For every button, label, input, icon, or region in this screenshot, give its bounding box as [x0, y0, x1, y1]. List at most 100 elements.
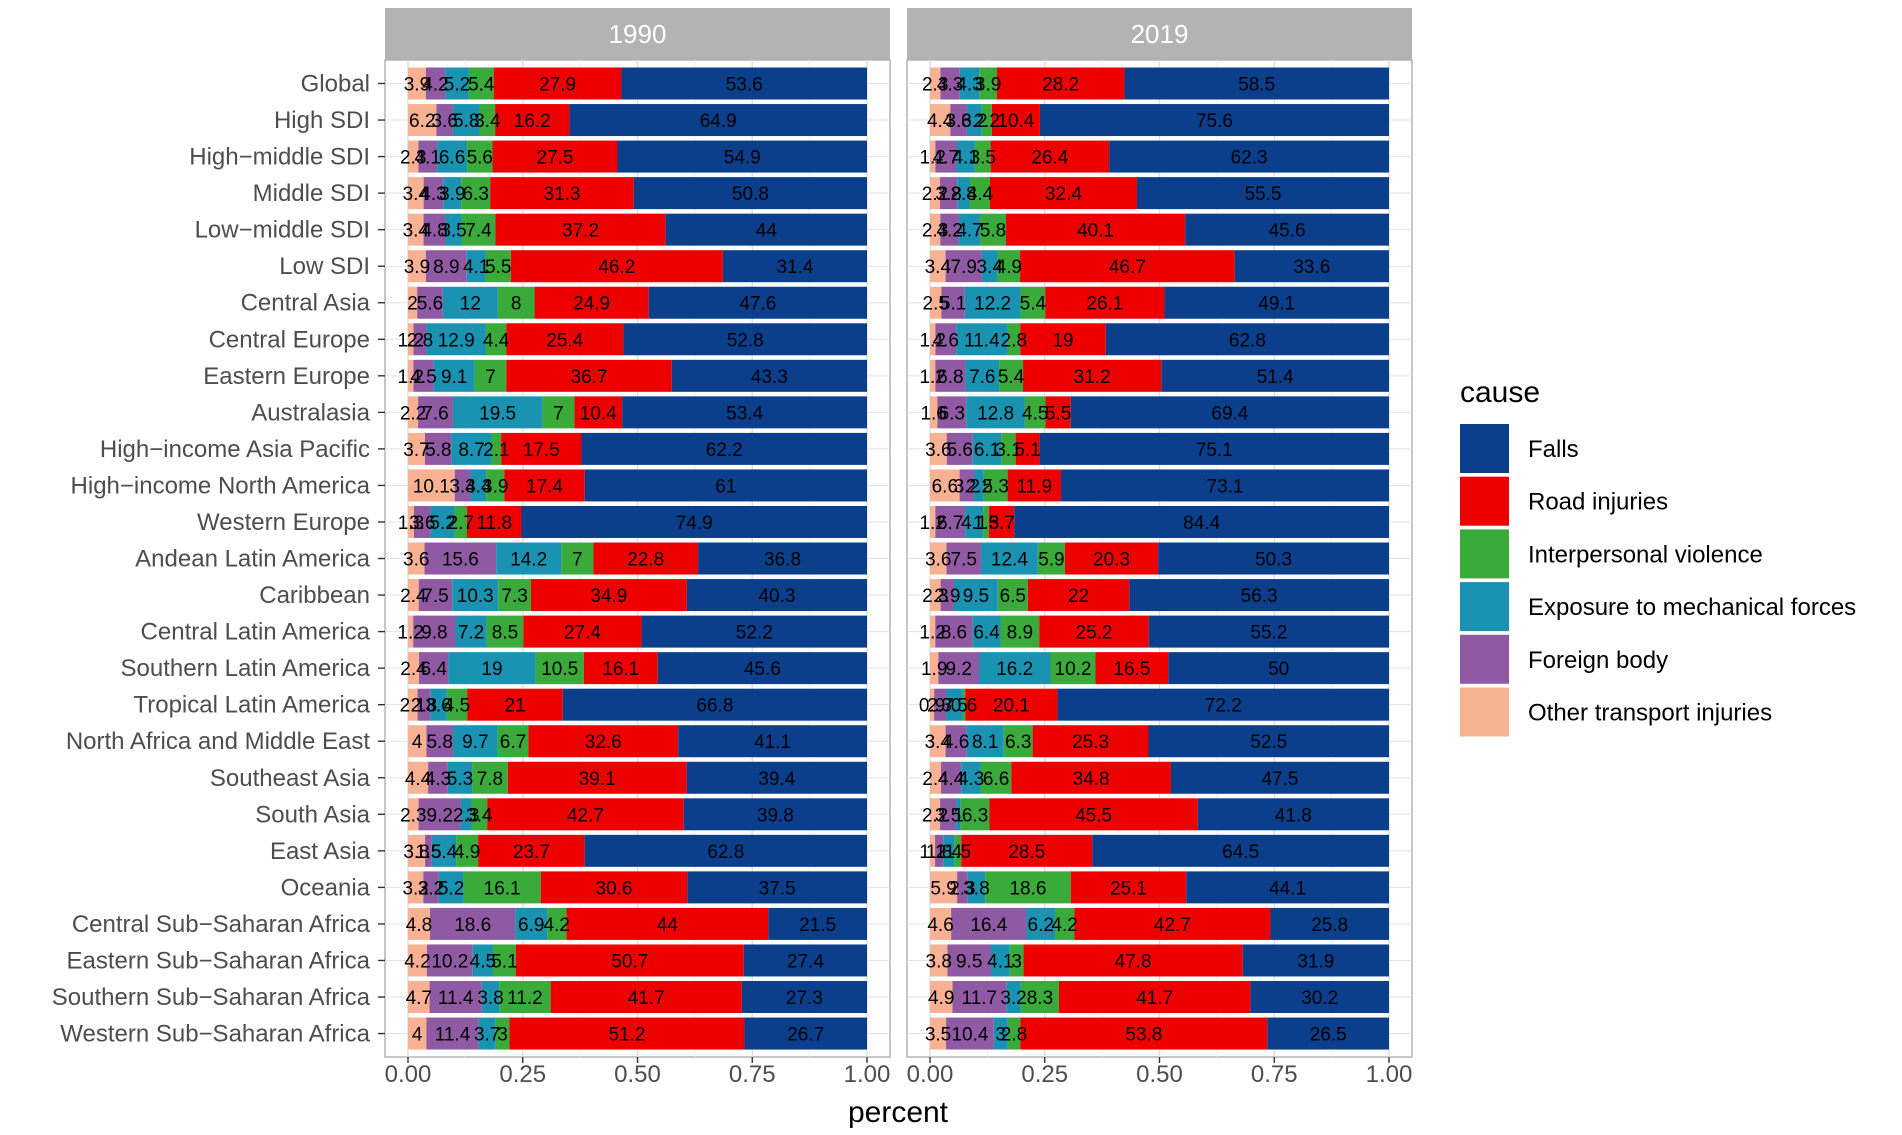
x-tick-label: 0.00	[385, 1061, 432, 1088]
data-label: 22	[1068, 586, 1089, 607]
bar-segment	[930, 652, 939, 685]
bar-segment	[468, 67, 494, 100]
bar-segment	[1058, 981, 1251, 1013]
panel-strip-label: 1990	[609, 19, 667, 49]
bar-row: 1.22.8 12.9 4.4 25.4 52.8	[398, 323, 867, 356]
data-label: 2.2	[922, 184, 948, 205]
bar-segment	[935, 505, 966, 538]
data-label: 62.2	[706, 440, 743, 461]
bar-segment	[423, 871, 439, 904]
data-label: 47.8	[1115, 951, 1152, 972]
data-label: 6.4	[973, 623, 1000, 644]
data-label: 3	[497, 1025, 508, 1046]
bar-segment	[930, 688, 935, 721]
legend-swatch	[1460, 529, 1509, 579]
bar-row: 0.92.73.50.6 20.1 72.2	[919, 688, 1389, 721]
data-label: 3.6	[925, 550, 951, 571]
data-label: 3.2	[1000, 988, 1026, 1009]
bar-segment	[945, 250, 982, 283]
bar-segment	[445, 213, 462, 246]
bar-segment	[935, 323, 957, 356]
bar-segment	[408, 871, 424, 904]
data-label: 7.5	[422, 586, 448, 607]
data-label: 7.5	[951, 550, 977, 571]
bar-segment	[686, 761, 867, 794]
panel-strip-label: 2019	[1131, 19, 1189, 49]
data-label: 37.5	[759, 878, 796, 899]
legend: cause Falls Road injuries Interpersonal vio…	[1460, 376, 1856, 737]
data-label: 16.1	[602, 659, 639, 680]
bar-segment	[1009, 944, 1024, 977]
bar-segment	[962, 688, 966, 721]
bar-row: 2.3 9.2 2.33.4 42.7 39.8	[400, 798, 867, 831]
bar-segment	[930, 359, 936, 392]
bar-row: 3.75.8 8.72.1 17.5 62.2	[403, 432, 867, 465]
data-label: 3.1	[995, 440, 1021, 461]
bar-segment	[515, 907, 548, 940]
data-label: 1.2	[919, 330, 945, 351]
bar-row: 2.55.1 12.2 5.4 26.1 49.1	[923, 286, 1389, 319]
data-label: 3.4	[449, 476, 476, 497]
bar-segment	[408, 432, 425, 465]
bar-row: 3.44.83.57.4 37.2 44	[403, 213, 867, 246]
bar-row: 3.94.25.25.4 27.9 53.6	[404, 67, 867, 100]
bar-segment	[485, 250, 511, 283]
data-label: 30.2	[1301, 988, 1338, 1009]
bar-segment	[540, 871, 688, 904]
bar-segment	[501, 432, 582, 465]
data-label: 8.5	[492, 623, 518, 644]
data-label: 1.2	[919, 513, 945, 534]
bar-segment	[957, 177, 970, 210]
bar-segment	[426, 944, 473, 977]
data-label: 46.7	[1109, 257, 1146, 278]
data-label: 2.1	[400, 696, 426, 717]
bar-segment	[967, 871, 986, 904]
data-label: 27.5	[537, 148, 574, 169]
bar-segment	[946, 1017, 994, 1050]
data-label: 47.5	[1261, 769, 1298, 790]
bar-segment	[535, 652, 584, 685]
data-label: 32.6	[585, 732, 622, 753]
data-label: 1.3	[973, 513, 999, 534]
data-label: 56.3	[1241, 586, 1278, 607]
data-label: 6.7	[500, 732, 526, 753]
data-label: 42.7	[1154, 915, 1191, 936]
bar-segment	[413, 323, 427, 356]
bar-segment	[1109, 140, 1389, 173]
data-label: 7.4	[465, 221, 492, 242]
bar-segment	[456, 834, 479, 867]
bar-segment	[486, 469, 505, 502]
data-label: 2.3	[922, 221, 948, 242]
bar-segment	[506, 359, 672, 392]
bar-row: 4 11.4 3.73 51.2 26.7	[408, 1017, 867, 1050]
bar-segment	[990, 140, 1110, 173]
bar-segment	[417, 286, 443, 319]
bar-segment	[1105, 323, 1389, 356]
bar-row: 3.81.55.44.9 23.7 62.8	[403, 834, 867, 867]
data-label: 3.9	[404, 257, 430, 278]
data-label: 16.2	[514, 111, 551, 132]
data-label: 2.4	[400, 659, 427, 680]
data-label: 5.2	[429, 513, 455, 534]
bar-row: 4.9 11.7 3.2 8.3 41.7 30.2	[928, 981, 1389, 1013]
bar-segment	[408, 761, 429, 794]
bar-segment	[1007, 1017, 1021, 1050]
data-label: 3.8	[403, 842, 429, 863]
data-label: 10.2	[431, 951, 468, 972]
bar-segment	[481, 981, 500, 1013]
data-label: 4	[412, 732, 423, 753]
bar-segment	[930, 834, 936, 867]
bar-segment	[741, 981, 867, 1013]
bar-segment	[470, 469, 487, 502]
data-label: 3.6	[431, 111, 457, 132]
category-label: Central Europe	[209, 326, 370, 353]
category-label: Caribbean	[259, 582, 370, 609]
data-label: 36.8	[764, 550, 801, 571]
data-label: 11.4	[435, 1025, 471, 1046]
bar-segment	[930, 944, 948, 977]
bar-segment	[974, 140, 991, 173]
data-label: 8.1	[972, 732, 998, 753]
legend-label: Foreign body	[1528, 647, 1668, 674]
bar-segment	[1092, 834, 1389, 867]
data-label: 1.8	[926, 842, 952, 863]
